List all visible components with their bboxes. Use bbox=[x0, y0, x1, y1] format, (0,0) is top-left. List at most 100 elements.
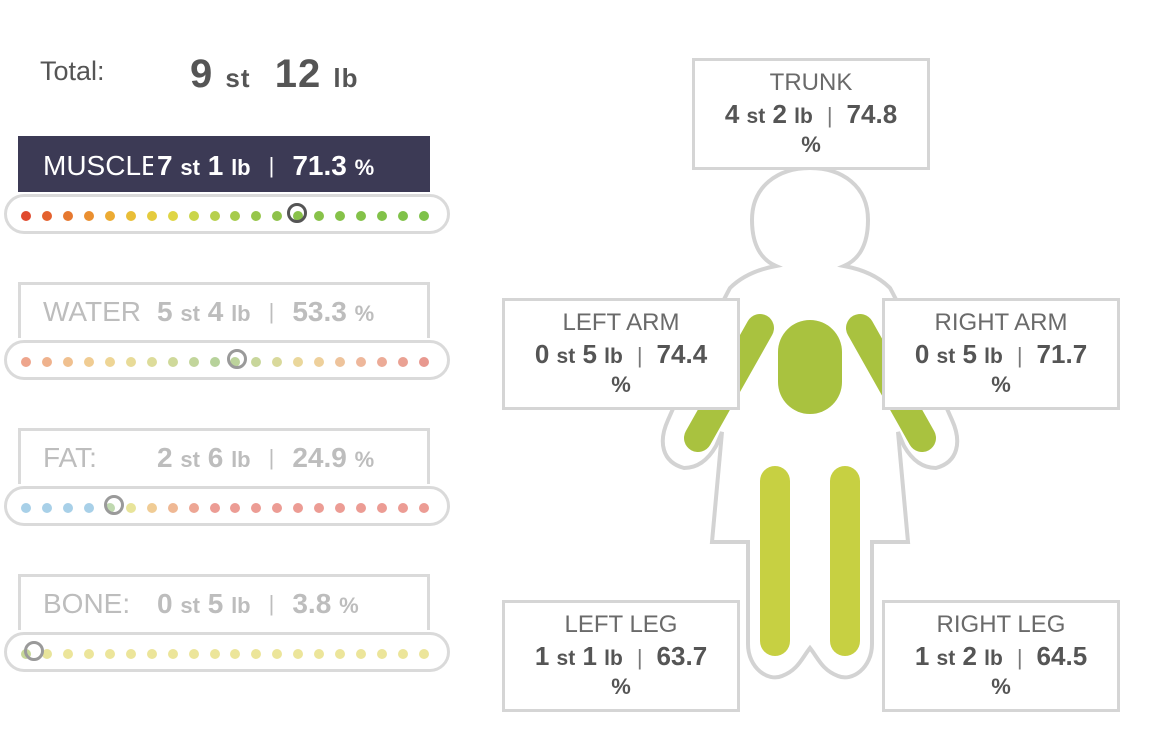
scale-dot bbox=[272, 649, 283, 659]
left-arm-pct: 74.4 bbox=[656, 339, 708, 369]
scale-marker[interactable] bbox=[226, 349, 247, 369]
metric-st: 5 bbox=[157, 295, 173, 327]
metric-pct: 24.9 bbox=[292, 441, 347, 473]
metric-lb-unit: lb bbox=[231, 300, 251, 326]
scale-dot bbox=[41, 649, 52, 659]
left-arm-box: LEFT ARM 0 st 5 lb | 74.4 % bbox=[502, 298, 740, 410]
scale-dot bbox=[209, 211, 220, 221]
right-leg-title: RIGHT LEG bbox=[936, 611, 1066, 638]
right-leg-segment bbox=[830, 466, 860, 656]
right-arm-pipe: | bbox=[1016, 343, 1023, 368]
scale-dot bbox=[188, 503, 199, 513]
trunk-st: 4 bbox=[724, 99, 740, 129]
scale-dot bbox=[272, 503, 283, 513]
scale-dot bbox=[209, 357, 220, 367]
trunk-pct: 74.8 bbox=[846, 99, 898, 129]
metric-name: FAT: bbox=[43, 441, 97, 473]
scale-dot bbox=[167, 503, 178, 513]
metric-lb: 6 bbox=[207, 441, 224, 473]
right-arm-lb-unit: lb bbox=[984, 345, 1003, 368]
right-arm-st-unit: st bbox=[936, 345, 956, 368]
scale-dot bbox=[41, 211, 52, 221]
scale-dot bbox=[104, 357, 115, 367]
scale-marker[interactable] bbox=[23, 641, 44, 661]
metric-scale-bone bbox=[4, 632, 450, 672]
scale-marker[interactable] bbox=[103, 495, 124, 515]
trunk-lb-unit: lb bbox=[794, 105, 813, 128]
scale-dot bbox=[21, 357, 31, 367]
right-arm-box: RIGHT ARM 0 st 5 lb | 71.7 % bbox=[882, 298, 1120, 410]
left-leg-st-unit: st bbox=[556, 647, 576, 670]
scale-dot bbox=[83, 357, 94, 367]
metric-pipe: | bbox=[268, 152, 275, 178]
scale-dot bbox=[356, 649, 367, 659]
total-label: Total: bbox=[40, 56, 105, 86]
left-leg-pct-unit: % bbox=[611, 674, 631, 699]
scale-dot bbox=[293, 503, 304, 513]
scale-dot bbox=[251, 357, 262, 367]
metric-tab-bone[interactable]: BONE: 0 st 5 lb | 3.8 % bbox=[18, 574, 430, 630]
metric-name: MUSCLE bbox=[43, 149, 153, 181]
scale-dot bbox=[188, 357, 199, 367]
scale-dot bbox=[83, 211, 94, 221]
scale-dot bbox=[167, 357, 178, 367]
left-leg-box: LEFT LEG 1 st 1 lb | 63.7 % bbox=[502, 600, 740, 712]
right-arm-title: RIGHT ARM bbox=[934, 309, 1068, 336]
metric-scale-water bbox=[4, 340, 450, 380]
scale-dot bbox=[251, 503, 262, 513]
right-leg-st: 1 bbox=[914, 641, 930, 671]
left-leg-st: 1 bbox=[534, 641, 550, 671]
scale-dot bbox=[167, 649, 178, 659]
scale-dot bbox=[230, 211, 241, 221]
left-arm-st-unit: st bbox=[556, 345, 576, 368]
scale-dot bbox=[41, 503, 52, 513]
metric-scale-muscle bbox=[4, 194, 450, 234]
right-leg-pipe: | bbox=[1016, 645, 1023, 670]
right-leg-pct-unit: % bbox=[991, 674, 1011, 699]
scale-dot bbox=[62, 357, 73, 367]
scale-dot bbox=[377, 649, 388, 659]
trunk-st-unit: st bbox=[746, 105, 766, 128]
metric-tab-fat[interactable]: FAT: 2 st 6 lb | 24.9 % bbox=[18, 428, 430, 484]
scale-dot bbox=[272, 211, 283, 221]
metric-st-unit: st bbox=[180, 300, 200, 326]
left-leg-lb-unit: lb bbox=[604, 647, 623, 670]
metric-tab-muscle[interactable]: MUSCLE 7 st 1 lb | 71.3 % bbox=[18, 136, 430, 192]
scale-dot bbox=[398, 211, 409, 221]
metric-pipe: | bbox=[268, 444, 275, 470]
left-arm-lb: 5 bbox=[582, 339, 597, 369]
left-arm-pipe: | bbox=[636, 343, 643, 368]
scale-dot bbox=[146, 211, 157, 221]
metric-tab-water[interactable]: WATER 5 st 4 lb | 53.3 % bbox=[18, 282, 430, 338]
metric-lb: 5 bbox=[207, 587, 224, 619]
scale-dot bbox=[146, 357, 157, 367]
right-leg-st-unit: st bbox=[936, 647, 956, 670]
scale-dot bbox=[335, 649, 346, 659]
scale-marker[interactable] bbox=[286, 203, 307, 223]
scale-dot bbox=[356, 503, 367, 513]
trunk-box: TRUNK 4 st 2 lb | 74.8 % bbox=[692, 58, 930, 170]
total-lb-value: 12 bbox=[274, 52, 322, 96]
right-arm-pct: 71.7 bbox=[1036, 339, 1088, 369]
metric-pct-unit: % bbox=[354, 154, 375, 180]
left-arm-title: LEFT ARM bbox=[562, 309, 680, 336]
scale-dot bbox=[21, 211, 31, 221]
metric-st-unit: st bbox=[180, 154, 200, 180]
scale-dot bbox=[125, 211, 136, 221]
scale-dot bbox=[377, 211, 388, 221]
right-arm-st: 0 bbox=[914, 339, 930, 369]
scale-dot bbox=[335, 211, 346, 221]
metric-pct-unit: % bbox=[354, 446, 375, 472]
right-arm-lb: 5 bbox=[962, 339, 977, 369]
scale-dot bbox=[167, 211, 178, 221]
metric-lb-unit: lb bbox=[231, 592, 251, 618]
trunk-segment bbox=[778, 320, 842, 414]
metric-st-unit: st bbox=[180, 592, 200, 618]
scale-dot bbox=[125, 357, 136, 367]
trunk-lb: 2 bbox=[772, 99, 787, 129]
scale-dot bbox=[293, 649, 304, 659]
scale-dot bbox=[104, 649, 115, 659]
scale-dot bbox=[398, 357, 409, 367]
scale-dot bbox=[356, 211, 367, 221]
metric-st: 7 bbox=[157, 149, 173, 181]
